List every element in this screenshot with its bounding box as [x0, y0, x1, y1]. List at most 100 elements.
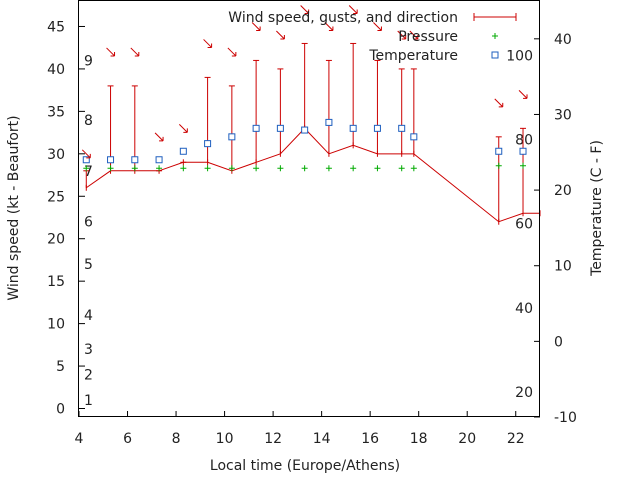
- pressure-point: [83, 165, 90, 172]
- pressure-point: [204, 165, 211, 172]
- wind-speed-line: [85, 127, 540, 223]
- y-left-tick-label: 0: [56, 402, 65, 418]
- y-right-tick-label: 0: [554, 334, 563, 350]
- fahrenheit-label: 100: [506, 48, 533, 64]
- pressure-point: [520, 162, 527, 169]
- temperature-point: [107, 156, 115, 164]
- wind-direction-arrow: [494, 98, 504, 108]
- pressure-point: [374, 165, 381, 172]
- temperature-point: [155, 156, 163, 164]
- temperature-point: [131, 156, 139, 164]
- temperature-point: [301, 126, 309, 134]
- pressure-point: [301, 165, 308, 172]
- y-axis-label-left: Wind speed (kt - Beaufort): [6, 115, 22, 300]
- temperature-point: [519, 147, 527, 155]
- temperature-point: [349, 124, 357, 132]
- temperature-point: [252, 124, 260, 132]
- pressure-point: [350, 165, 357, 172]
- y-left-tick-label: 45: [47, 19, 65, 35]
- x-tick-label: 16: [361, 431, 379, 447]
- temperature-point: [276, 124, 284, 132]
- beaufort-label: 8: [84, 113, 93, 129]
- pressure-point: [277, 165, 284, 172]
- beaufort-label: 9: [84, 53, 93, 69]
- wind-direction-arrow: [324, 22, 334, 31]
- pressure-point: [398, 165, 405, 172]
- x-tick-label: 10: [216, 431, 234, 447]
- legend-label-pressure: Pressure: [398, 29, 458, 45]
- temperature-point: [228, 133, 236, 141]
- y-left-tick-label: 40: [47, 62, 65, 78]
- pressure-point: [228, 165, 235, 172]
- y-axis-label-right: Temperature (C - F): [589, 140, 605, 277]
- y-left-tick-label: 5: [56, 359, 65, 375]
- y-left-tick-label: 10: [47, 317, 65, 333]
- fahrenheit-label: 20: [515, 385, 533, 401]
- temperature-point: [179, 147, 187, 155]
- beaufort-label: 1: [84, 393, 93, 409]
- plot-frame: [78, 0, 540, 417]
- wind-direction-arrow: [106, 47, 116, 57]
- y-left-tick-label: 20: [47, 232, 65, 248]
- wind-direction-arrow: [276, 30, 285, 40]
- y-left-tick-label: 25: [47, 189, 65, 205]
- wind-direction-arrow: [154, 132, 164, 142]
- legend-label-temperature: Temperature: [368, 48, 458, 64]
- wind-direction-arrow: [130, 47, 140, 57]
- y-right-tick-label: 20: [554, 183, 572, 199]
- wind-direction-arrow: [251, 22, 261, 31]
- y-right-tick-label: 10: [554, 259, 572, 275]
- legend-swatch-temperature: [491, 51, 499, 59]
- pressure-point: [156, 165, 163, 172]
- temperature-point: [373, 124, 381, 132]
- y-right-tick-label: 40: [554, 32, 572, 48]
- temperature-point: [495, 147, 503, 155]
- y-left-tick-label: 35: [47, 104, 65, 120]
- beaufort-label: 3: [84, 342, 93, 358]
- x-tick-label: 12: [264, 431, 282, 447]
- y-left-tick-label: 15: [47, 274, 65, 290]
- x-tick-label: 8: [172, 431, 181, 447]
- wind-direction-arrow: [203, 39, 213, 48]
- pressure-point: [325, 165, 332, 172]
- x-tick-label: 6: [123, 431, 132, 447]
- fahrenheit-label: 80: [515, 132, 533, 148]
- temperature-point: [325, 118, 333, 126]
- wind-direction-arrow: [409, 30, 419, 40]
- wind-direction-arrow: [518, 90, 528, 99]
- y-right-tick-label: 30: [554, 107, 572, 123]
- beaufort-label: 6: [84, 215, 93, 231]
- x-tick-label: 20: [458, 431, 476, 447]
- x-tick-label: 14: [313, 431, 331, 447]
- y-left-tick-label: 30: [47, 147, 65, 163]
- y-right-tick-label: -10: [554, 410, 577, 426]
- wind-direction-arrow: [81, 149, 91, 159]
- x-tick-label: 22: [507, 431, 525, 447]
- beaufort-label: 2: [84, 368, 93, 384]
- fahrenheit-label: 60: [515, 216, 533, 232]
- beaufort-label: 5: [84, 257, 93, 273]
- legend-swatch-pressure: [492, 33, 498, 39]
- beaufort-label: 7: [84, 164, 93, 180]
- pressure-point: [253, 165, 260, 172]
- wind-direction-arrow: [178, 123, 188, 133]
- pressure-point: [410, 165, 417, 172]
- wind-direction-arrow: [300, 5, 310, 14]
- temperature-point: [410, 133, 418, 141]
- temperature-point: [398, 124, 406, 132]
- wind-direction-arrow: [227, 47, 237, 57]
- pressure-point: [495, 162, 502, 169]
- wind-direction-arrow: [348, 5, 358, 14]
- x-tick-label: 18: [410, 431, 428, 447]
- beaufort-label: 4: [84, 308, 93, 324]
- x-axis-label: Local time (Europe/Athens): [210, 458, 400, 474]
- wind-direction-arrow: [373, 22, 382, 31]
- pressure-point: [180, 165, 187, 172]
- pressure-point: [107, 165, 114, 172]
- legend-label-wind: Wind speed, gusts, and direction: [228, 10, 458, 26]
- fahrenheit-label: 40: [515, 301, 533, 317]
- x-tick-label: 4: [75, 431, 84, 447]
- temperature-point: [82, 156, 90, 164]
- temperature-point: [204, 140, 212, 148]
